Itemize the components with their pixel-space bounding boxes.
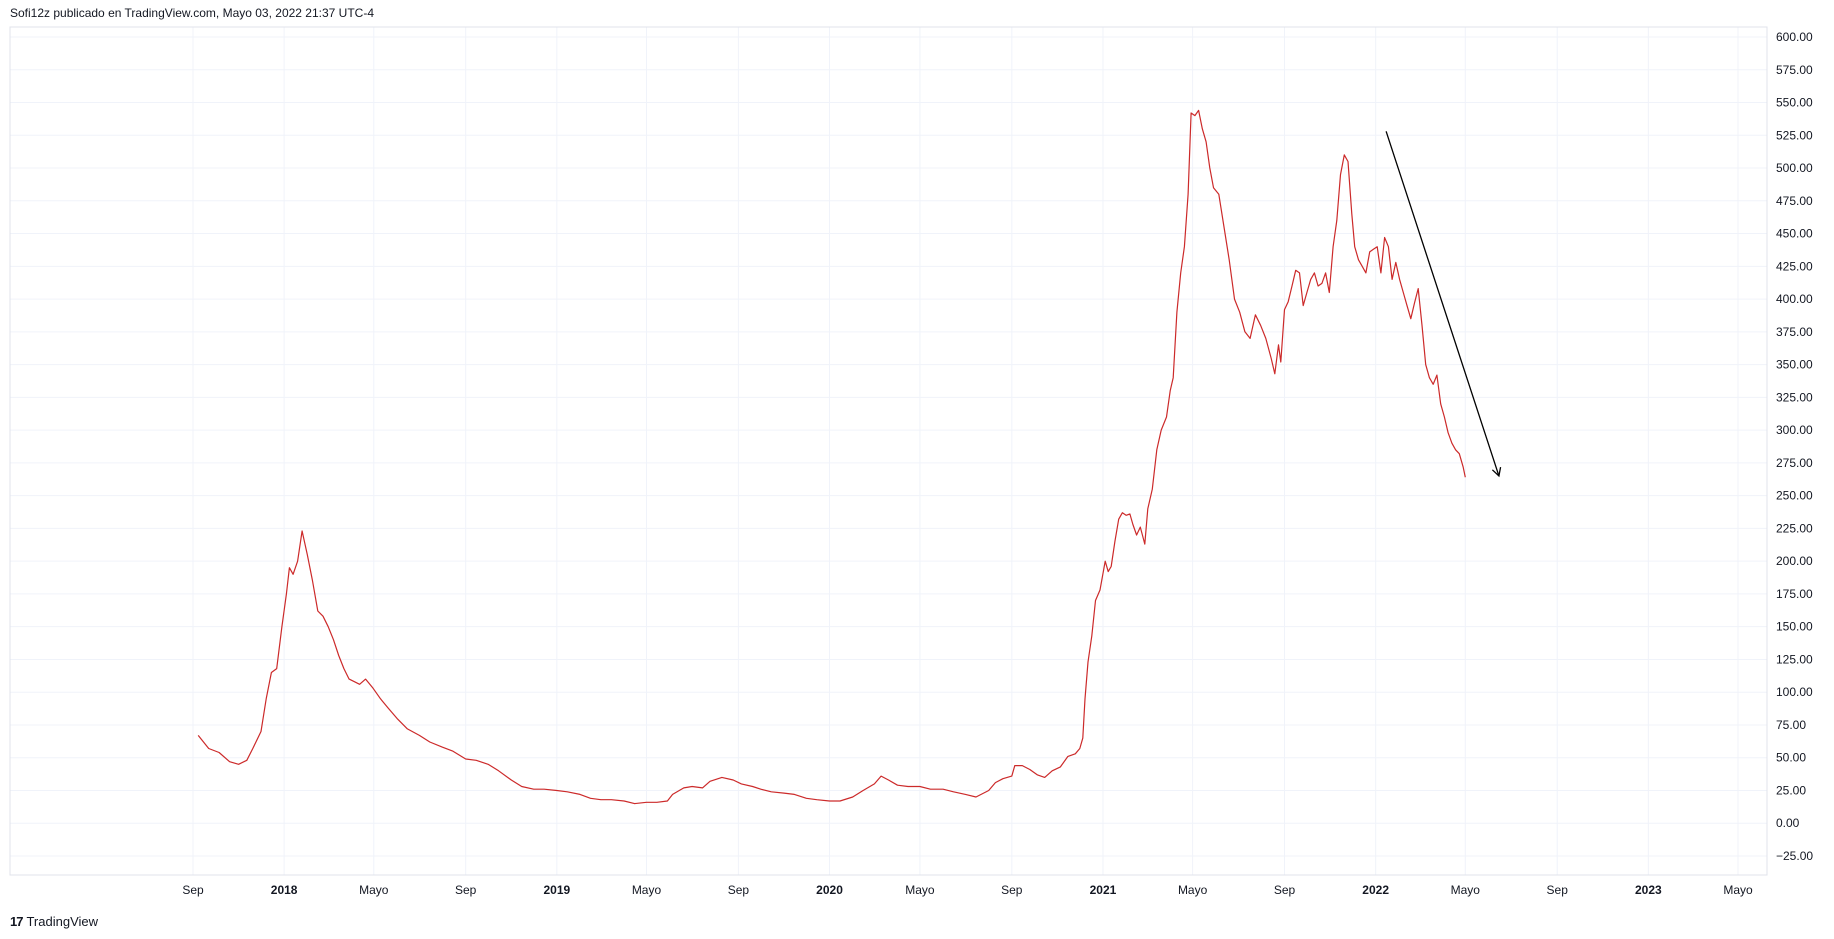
x-tick-label: 2022 [1362,883,1389,897]
y-tick-label: 575.00 [1776,63,1813,77]
y-tick-label: 225.00 [1776,521,1813,535]
x-tick-label: 2019 [543,883,570,897]
arrow-shaft[interactable] [1385,131,1500,477]
x-tick-label: Mayo [359,883,389,897]
y-tick-label: 550.00 [1776,96,1813,110]
y-tick-label: 300.00 [1776,423,1813,437]
y-tick-label: 175.00 [1776,587,1813,601]
x-tick-label: Sep [728,883,750,897]
y-tick-label: 250.00 [1776,489,1813,503]
x-tick-label: 2020 [816,883,843,897]
x-tick-label: Sep [182,883,204,897]
x-tick-label: Mayo [1723,883,1753,897]
y-tick-label: 200.00 [1776,554,1813,568]
x-tick-label: Mayo [905,883,935,897]
x-tick-label: Sep [455,883,477,897]
y-tick-label: 25.00 [1776,783,1806,797]
y-tick-label: 50.00 [1776,751,1806,765]
y-tick-label: 400.00 [1776,292,1813,306]
trend-arrow-annotation[interactable] [1385,131,1502,478]
y-tick-label: 125.00 [1776,652,1813,666]
grid-lines [10,27,1767,875]
y-tick-label: −25.00 [1776,849,1813,863]
x-tick-label: 2021 [1090,883,1117,897]
plot-frame [9,26,1768,876]
price-line [197,109,1466,805]
price-axis[interactable]: 600.00 575.00 550.00 525.00 500.00 475.00 450.… [1776,30,1813,863]
y-tick-label: 100.00 [1776,685,1813,699]
x-tick-label: 2018 [271,883,298,897]
y-tick-label: 150.00 [1776,620,1813,634]
y-tick-label: 425.00 [1776,259,1813,273]
y-tick-label: 600.00 [1776,30,1813,44]
x-tick-label: Mayo [1451,883,1481,897]
y-tick-label: 450.00 [1776,227,1813,241]
brand-footer[interactable]: 17 TradingView [10,914,98,929]
time-axis[interactable]: Sep 2018 Mayo Sep 2019 Mayo Sep 2020 Mayo Sep 2021… [182,883,1753,897]
y-tick-label: 75.00 [1776,718,1806,732]
x-tick-label: Mayo [1178,883,1208,897]
y-tick-label: 350.00 [1776,358,1813,372]
brand-name: TradingView [26,914,99,929]
x-tick-label: 2023 [1635,883,1662,897]
y-tick-label: 0.00 [1776,816,1800,830]
y-tick-label: 500.00 [1776,161,1813,175]
y-tick-label: 275.00 [1776,456,1813,470]
y-tick-label: 525.00 [1776,128,1813,142]
y-tick-label: 475.00 [1776,194,1813,208]
x-tick-label: Sep [1547,883,1569,897]
y-tick-label: 325.00 [1776,390,1813,404]
y-tick-label: 375.00 [1776,325,1813,339]
x-tick-label: Sep [1274,883,1296,897]
tradingview-logo-icon: 17 [10,914,24,929]
publisher-caption: Sofi12z publicado en TradingView.com, Ma… [10,6,374,20]
arrow-head-icon [1491,467,1502,478]
x-tick-label: Sep [1001,883,1023,897]
x-tick-label: Mayo [632,883,662,897]
